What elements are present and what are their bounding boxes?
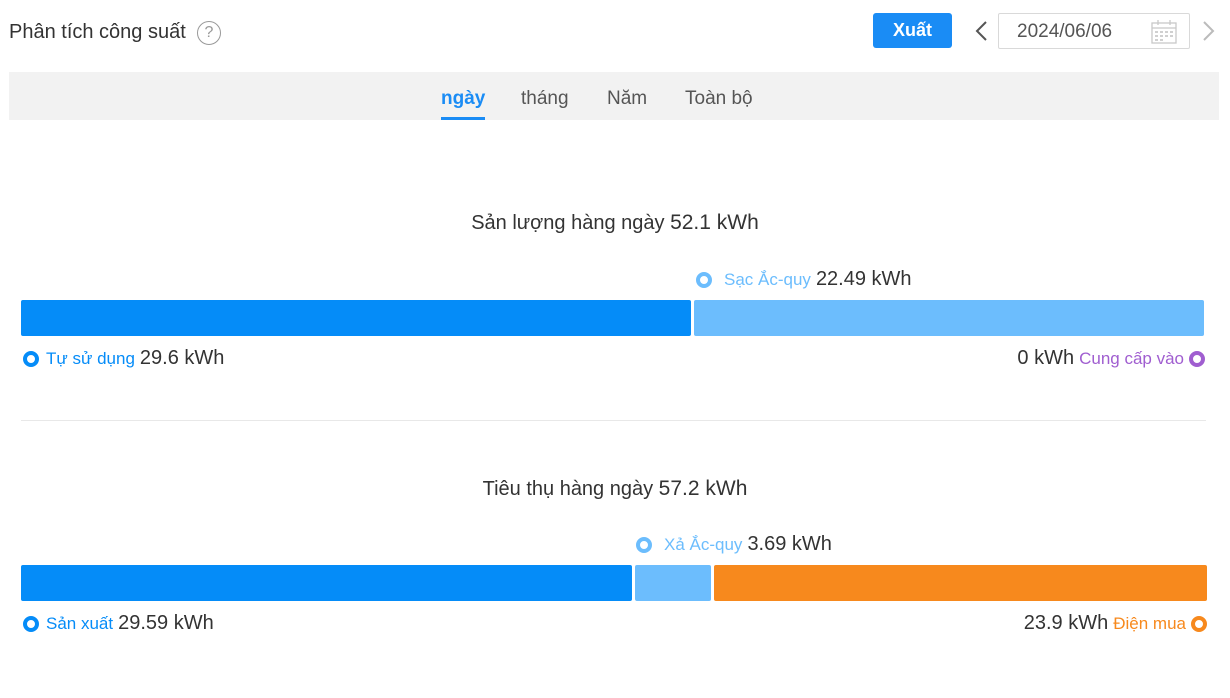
grid-import-bar[interactable] [714, 565, 1207, 601]
grid-import-marker-icon [1191, 615, 1207, 632]
chevron-right-icon[interactable] [1198, 18, 1218, 44]
grid-export-value: 0 kWh [1017, 347, 1075, 369]
from-production-label: Sản xuất [46, 613, 114, 633]
production-total: 52.1 kWh [670, 211, 759, 234]
page-title: Phân tích công suất [9, 21, 186, 43]
header: Phân tích công suất ? Xuất 2024/06/06 [0, 0, 1230, 66]
production-title-label: Sản lượng hàng ngày [471, 212, 665, 234]
battery-discharge-marker-icon [636, 536, 652, 553]
battery-discharge-bar[interactable] [635, 565, 711, 601]
calendar-icon[interactable] [1151, 20, 1177, 44]
period-tabbar: ngày tháng Năm Toàn bộ [9, 72, 1219, 120]
consumption-title: Tiêu thụ hàng ngày 57.2 kWh [0, 477, 1230, 501]
tab-day[interactable]: ngày [441, 88, 486, 109]
self-use-legend: Tự sử dụng 29.6 kWh [23, 347, 224, 370]
grid-import-label: Điện mua [1113, 613, 1186, 633]
battery-charge-label: Sạc Ắc-quy [724, 269, 811, 289]
from-production-legend: Sản xuất 29.59 kWh [23, 612, 214, 635]
date-picker-field[interactable]: 2024/06/06 [998, 13, 1190, 49]
self-use-label: Tự sử dụng [46, 348, 135, 368]
consumption-title-label: Tiêu thụ hàng ngày [482, 478, 654, 500]
active-tab-indicator [441, 117, 485, 120]
battery-discharge-value: 3.69 kWh [747, 533, 832, 555]
date-value: 2024/06/06 [1017, 21, 1113, 42]
from-production-bar[interactable] [21, 565, 632, 601]
tab-year[interactable]: Năm [607, 88, 648, 109]
section-divider [21, 420, 1206, 421]
chevron-left-icon[interactable] [972, 18, 992, 44]
production-title: Sản lượng hàng ngày 52.1 kWh [0, 211, 1230, 235]
export-button[interactable]: Xuất [873, 13, 952, 48]
from-production-marker-icon [23, 615, 39, 632]
grid-export-label: Cung cấp vào [1079, 348, 1184, 368]
battery-charge-value: 22.49 kWh [815, 268, 912, 290]
battery-charge-bar[interactable] [694, 300, 1204, 336]
battery-charge-marker-icon [696, 271, 712, 288]
tab-all[interactable]: Toàn bộ [685, 88, 753, 109]
battery-discharge-label: Xả Ắc-quy [664, 534, 743, 554]
grid-export-legend: 0 kWh Cung cấp vào [1017, 347, 1205, 370]
grid-import-value: 23.9 kWh [1023, 612, 1109, 634]
help-circle-icon[interactable]: ? [197, 21, 221, 45]
tab-month[interactable]: tháng [521, 88, 569, 109]
self-use-value: 29.6 kWh [139, 347, 225, 369]
grid-export-marker-icon [1189, 350, 1205, 367]
self-use-bar[interactable] [21, 300, 691, 336]
consumption-total: 57.2 kWh [658, 477, 748, 500]
battery-discharge-legend: Xả Ắc-quy 3.69 kWh [636, 533, 832, 556]
battery-charge-legend: Sạc Ắc-quy 22.49 kWh [696, 268, 912, 291]
grid-import-legend: 23.9 kWh Điện mua [1024, 612, 1207, 635]
from-production-value: 29.59 kWh [118, 612, 214, 634]
self-use-marker-icon [23, 350, 39, 367]
